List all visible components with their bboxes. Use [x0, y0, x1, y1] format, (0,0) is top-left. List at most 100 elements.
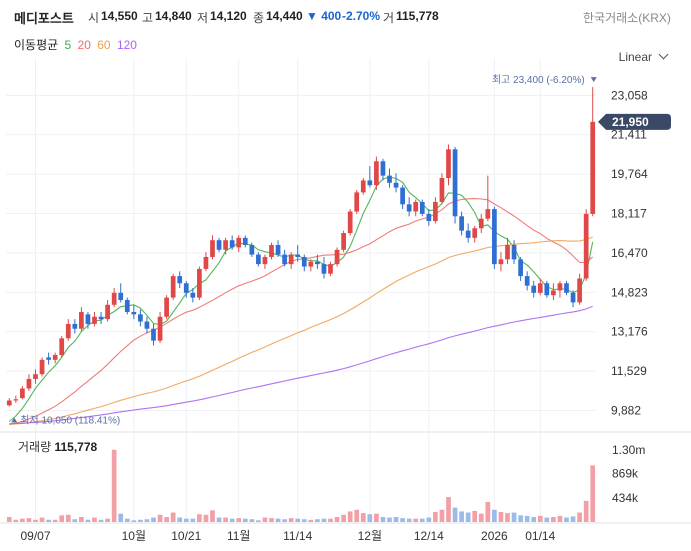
candle-body [256, 254, 261, 265]
volume-bar [419, 518, 425, 522]
price-markers: 21,950 최고 23,400 (-6.20%) 최저 10,050 (118.4… [11, 74, 671, 426]
candle-body [242, 237, 248, 245]
volume-bar [321, 518, 327, 522]
candle-body [367, 180, 373, 186]
volume-bar [92, 517, 97, 522]
volume-bar [65, 514, 71, 522]
volume-bar [452, 507, 458, 522]
candle-body [583, 213, 589, 279]
volume-bar [564, 517, 569, 522]
volume-tick-label: 869k [612, 467, 639, 481]
ma-20: 20 [77, 38, 91, 52]
volume-bar [210, 510, 215, 522]
ma-5: 5 [64, 38, 72, 52]
volume-bar [347, 511, 353, 522]
volume-bar [439, 509, 445, 522]
volume-bar [144, 519, 150, 522]
high-marker-label: 최고 23,400 (-6.20%) [492, 74, 585, 86]
volume-bar [242, 518, 248, 522]
candle-body [52, 355, 58, 360]
volume-title: 거래량 115,778 [18, 438, 97, 455]
open-price: 14,550 [101, 9, 138, 23]
candle-body [511, 245, 517, 260]
volume-bar [367, 514, 373, 522]
candle-body [459, 216, 464, 231]
volume-bar [164, 517, 169, 522]
ma-line-120 [9, 305, 593, 425]
candle-body [544, 283, 550, 296]
volume-bar [446, 497, 451, 522]
candle-body [400, 187, 405, 205]
volume-bar [288, 518, 294, 522]
candle-body [557, 283, 563, 291]
candle-body [144, 321, 150, 329]
price-tick-label: 19,764 [611, 167, 648, 181]
candle-body [190, 292, 196, 298]
moving-average-legend[interactable]: 이동평균 5 20 60 120 [14, 36, 140, 53]
scale-dropdown[interactable]: Linear [618, 49, 669, 64]
volume-bar [79, 517, 84, 522]
volume-title-value: 115,778 [54, 440, 98, 454]
volume-bar [577, 512, 582, 522]
candle-body [124, 300, 130, 312]
candle-body [328, 264, 333, 274]
candle-body [485, 209, 491, 219]
candle-body [151, 328, 156, 341]
volume-title-label: 거래량 [18, 440, 52, 454]
candle-body [92, 316, 97, 324]
candle-body [419, 201, 425, 214]
candle-body [505, 245, 510, 260]
candle-body [197, 268, 202, 298]
ma-60: 60 [97, 38, 111, 52]
volume-bar [275, 518, 281, 522]
candle-body [308, 261, 314, 267]
candle-body [439, 178, 445, 202]
date-tick-label: 11월 [227, 529, 251, 543]
volume-bar [485, 502, 491, 522]
close-price: 14,440 [266, 9, 303, 23]
volume-bar [374, 513, 379, 522]
volume-bar [328, 518, 333, 522]
candle-body [387, 175, 392, 183]
scale-label: Linear [618, 50, 652, 64]
volume-bar [177, 517, 183, 522]
volume-bar [138, 519, 143, 522]
volume-bar [465, 512, 471, 522]
stock-name[interactable]: 메디포스트 [14, 11, 74, 26]
volume-bar [183, 518, 189, 522]
candle-body [478, 218, 484, 229]
candle-body [170, 276, 176, 298]
candle-body [347, 211, 353, 234]
candle-body [524, 276, 530, 286]
candle-body [275, 245, 281, 255]
date-tick-label: 2026 [481, 529, 508, 543]
low-marker-label: 최저 10,050 (118.41%) [20, 414, 120, 426]
candle-body [249, 245, 255, 255]
candle-body [315, 261, 320, 265]
date-tick-label: 12월 [358, 529, 382, 543]
candle-body [288, 254, 294, 265]
volume-bar [492, 509, 497, 522]
volume-bar [111, 449, 117, 522]
candle-body [177, 276, 183, 284]
candle-body [570, 292, 576, 303]
volume-bar [433, 512, 438, 522]
date-tick-label: 10/21 [171, 529, 201, 543]
volume-bar [236, 518, 242, 522]
last-price-tag [598, 113, 671, 130]
price-axis: 23,058 21,411 19,764 18,117 16,470 14,823 13,1… [611, 88, 648, 417]
volume-bar [59, 515, 65, 522]
volume-bar [33, 519, 38, 522]
volume-label: 거 [383, 11, 395, 25]
candle-body [406, 204, 412, 212]
volume-bar [269, 518, 274, 522]
candle-body [334, 249, 340, 265]
volume-bar [72, 519, 78, 522]
volume-bar [511, 512, 517, 522]
candle-body [157, 316, 163, 341]
volume-bar [537, 515, 543, 522]
volume-tick-label: 434k [612, 491, 639, 505]
volume-bar [295, 518, 301, 522]
candle-body [498, 259, 504, 265]
